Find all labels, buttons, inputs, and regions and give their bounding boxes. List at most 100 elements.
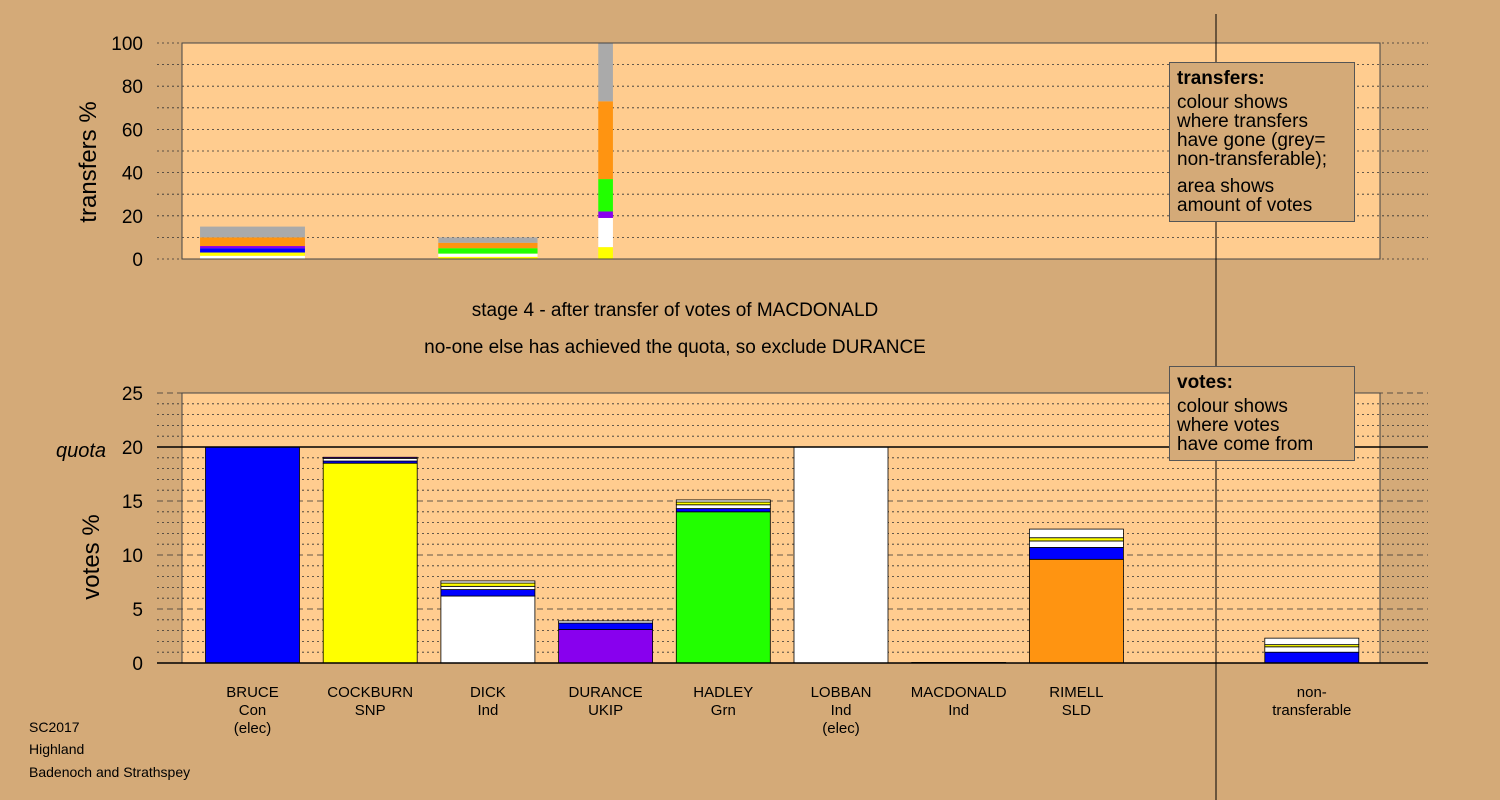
vote-segment-snp (322, 462, 418, 664)
vote-segment-ind (440, 585, 536, 590)
vote-segment-con (558, 622, 653, 630)
bottom-y-axis-label: votes % (78, 514, 105, 599)
vote-segment-ind (440, 580, 536, 584)
transfer-segment-snp (200, 252, 305, 256)
transfers-legend-line: colour shows (1177, 92, 1288, 113)
candidate-label: BRUCE (226, 684, 279, 701)
y-tick-label: 0 (132, 250, 143, 271)
transfer-segment-sld (598, 101, 613, 180)
transfers-legend-line: area shows (1177, 176, 1275, 197)
vote-segment-ind (675, 504, 771, 509)
candidate-label: (elec) (234, 720, 272, 737)
vote-segment-con (675, 508, 771, 513)
vote-segment-ind (440, 595, 536, 664)
votes-legend: votes: colour shows where votes have com… (1169, 366, 1355, 461)
y-tick-label: 25 (122, 384, 143, 405)
candidate-label: HADLEY (693, 684, 753, 701)
transfers-legend-line: where transfers (1177, 111, 1308, 132)
votes-legend-line: colour shows (1177, 396, 1288, 417)
stage-subtitle: no-one else has achieved the quota, so e… (424, 337, 926, 358)
y-tick-label: 60 (122, 120, 143, 141)
vote-segment-ind (793, 446, 889, 664)
y-tick-label: 20 (122, 438, 143, 459)
candidate-label: RIMELL (1049, 684, 1103, 701)
transfers-legend-title: transfers: (1177, 68, 1265, 89)
transfer-segment-ind (200, 255, 305, 259)
transfer-segment-grn (438, 248, 538, 254)
transfer-segment-nontransferable (598, 43, 613, 102)
vote-segment-snp (675, 501, 771, 506)
transfers-legend-line: non-transferable); (1177, 149, 1327, 170)
footer-council: Highland (29, 741, 85, 757)
candidate-label: SLD (1062, 702, 1091, 719)
vote-segment-con (440, 589, 536, 597)
transfer-segment-sld (438, 242, 538, 249)
y-tick-label: 15 (122, 492, 143, 513)
vote-segment-ukip (558, 629, 653, 664)
votes-legend-line: have come from (1177, 434, 1314, 455)
candidate-label: DURANCE (569, 684, 643, 701)
y-tick-label: 40 (122, 164, 143, 185)
candidate-label: (elec) (822, 720, 860, 737)
vote-segment-snp (440, 582, 536, 587)
candidate-label: Ind (948, 702, 969, 719)
y-tick-label: 80 (122, 77, 143, 98)
quota-label: quota (56, 440, 106, 462)
transfer-segment-snp (598, 247, 613, 259)
vote-segment-ind (1029, 540, 1124, 548)
transfer-segment-con (200, 248, 305, 253)
vote-segment-ind (322, 457, 418, 462)
footer-election: SC2017 (29, 719, 80, 735)
candidate-label: Grn (711, 702, 736, 719)
bottom-y-tick-labels: 0 5 10 15 20 25 (122, 384, 143, 675)
vote-segment-snp (1029, 537, 1124, 542)
transfer-segment-ukip (200, 246, 305, 249)
vote-segment-ind (558, 620, 653, 624)
footer-ward: Badenoch and Strathspey (29, 764, 191, 780)
y-tick-label: 5 (132, 600, 143, 621)
votes-legend-line: where votes (1177, 415, 1280, 436)
candidate-labels: BRUCECon(elec)COCKBURNSNPDICKIndDURANCEU… (226, 684, 1351, 737)
y-tick-label: 0 (132, 654, 143, 675)
vote-bars (205, 446, 1360, 664)
transfer-segment-nontransferable (438, 237, 538, 243)
vote-segment-con (205, 446, 300, 664)
vote-segment-ind (1264, 646, 1360, 653)
transfer-segment-sld (200, 237, 305, 247)
vote-segment-sld (1029, 558, 1124, 664)
candidate-label: DICK (470, 684, 506, 701)
candidate-label: LOBBAN (811, 684, 872, 701)
top-plot-frame (181, 42, 1381, 260)
vote-segment-ind (1264, 637, 1360, 646)
candidate-label: SNP (355, 702, 386, 719)
candidate-label: UKIP (588, 702, 623, 719)
transfers-legend-line: have gone (grey= (1177, 130, 1326, 151)
candidate-label: Ind (477, 702, 498, 719)
top-y-tick-labels: 0 20 40 60 80 100 (111, 34, 143, 271)
transfer-segment-ukip (598, 211, 613, 218)
vote-segment-ukip (322, 456, 418, 459)
vote-segment-ind (1029, 528, 1124, 539)
transfer-bars (200, 43, 613, 259)
vote-segment-ind (675, 499, 771, 503)
top-y-axis-label: transfers % (75, 101, 102, 222)
candidate-label: MACDONALD (911, 684, 1007, 701)
votes-legend-title: votes: (1177, 372, 1233, 393)
transfer-segment-nontransferable (200, 226, 305, 238)
candidate-label: Ind (831, 702, 852, 719)
candidate-label: COCKBURN (327, 684, 413, 701)
candidate-label: transferable (1272, 702, 1351, 719)
transfer-segment-ind (438, 253, 538, 257)
vote-segment-con (1264, 651, 1360, 664)
transfer-segment-snp (438, 256, 538, 259)
y-tick-label: 20 (122, 207, 143, 228)
transfers-legend: transfers: colour shows where transfers … (1169, 62, 1355, 222)
y-tick-label: 10 (122, 546, 143, 567)
transfers-legend-line: amount of votes (1177, 195, 1313, 216)
y-tick-label: 100 (111, 34, 143, 55)
transfer-segment-grn (598, 179, 613, 212)
transfer-segment-ind (598, 217, 613, 248)
stage-title: stage 4 - after transfer of votes of MAC… (471, 300, 879, 321)
candidate-label: non- (1297, 684, 1327, 701)
vote-segment-con (1029, 547, 1124, 560)
